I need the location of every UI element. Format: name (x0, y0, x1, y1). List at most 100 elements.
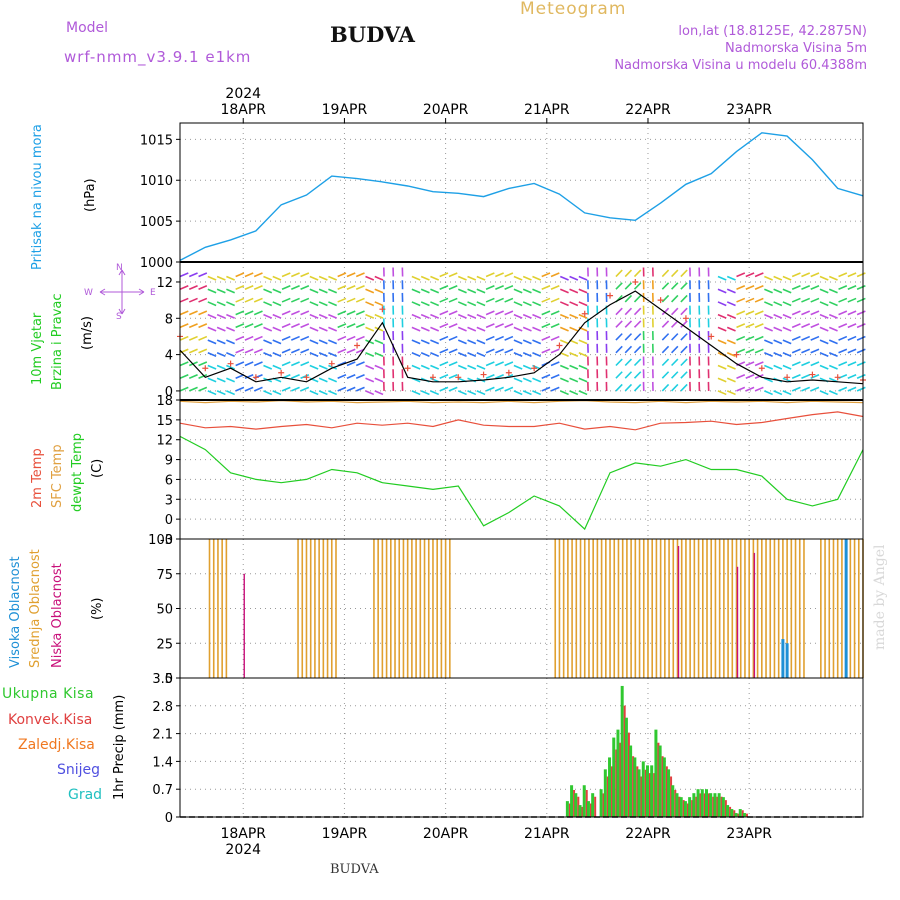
wind-arrow (328, 288, 338, 294)
wind-arrow (578, 339, 588, 345)
precip-conv-bar (644, 769, 647, 817)
compass-icon (99, 269, 145, 315)
wind-arrow (633, 333, 642, 341)
y-tick-label: 15 (156, 414, 173, 429)
wind-arrow (476, 288, 486, 294)
wind-arrow (188, 310, 198, 316)
wind-arrow (541, 297, 551, 303)
wind-arrow (448, 297, 458, 303)
wind-arrow (764, 377, 773, 383)
precip-conv-bar (733, 810, 736, 817)
wind-arrow (411, 326, 421, 332)
wind-gust-marker (328, 360, 335, 367)
precip-conv-bar (737, 813, 740, 817)
wind-arrow (671, 320, 679, 328)
wind-arrow (791, 272, 801, 278)
precip-conv-bar (682, 800, 685, 817)
wind-arrow (216, 275, 226, 281)
wind-arrow (253, 284, 263, 290)
wind-arrow (819, 352, 829, 358)
wind-arrow (300, 310, 310, 316)
precip-total-bar (692, 793, 696, 817)
wind-arrow (430, 339, 440, 345)
wind-arrow (578, 313, 588, 319)
precip-conv-bar (573, 789, 576, 817)
wind-arrow (578, 275, 588, 281)
wind-arrow (680, 294, 688, 303)
wind-arrow (439, 272, 449, 278)
wind-arrow (290, 373, 300, 379)
wind-arrow (847, 373, 857, 379)
wind-arrow (828, 301, 838, 307)
wind-arrow (300, 373, 310, 379)
wind-arrow (522, 301, 532, 307)
wind-arrow (495, 373, 504, 379)
wind-arrow (569, 364, 579, 370)
wind-arrow (764, 326, 773, 332)
wind-arrow (216, 339, 226, 345)
precip-conv-bar (581, 806, 584, 817)
wind-arrow (847, 386, 857, 392)
precip-total-bar (616, 729, 620, 817)
wind-arrow (495, 335, 504, 341)
wind-arrow (754, 310, 764, 316)
wind-arrow (300, 348, 310, 354)
wind-arrow (318, 339, 328, 345)
wind-gust-marker (303, 374, 310, 381)
wind-arrow (828, 390, 838, 396)
wind-arrow (578, 364, 588, 370)
wind-arrow (745, 373, 755, 379)
wind-arrow (365, 301, 375, 307)
wind-arrow (346, 386, 356, 392)
wind-arrow (754, 323, 764, 329)
wind-arrow (495, 284, 504, 290)
wind-arrow (244, 310, 254, 316)
wind-arrow (671, 383, 679, 392)
precip-snow-label: Snijeg (57, 762, 101, 778)
wind-arrow (838, 348, 848, 354)
x-tick-label-top: 19APR (322, 102, 368, 118)
wind-arrow (522, 313, 532, 319)
wind-arrow (448, 310, 458, 316)
wind-arrow (198, 386, 208, 392)
wind-arrow (216, 390, 226, 396)
wind-arrow (290, 310, 300, 316)
wind-arrow (550, 335, 560, 341)
wind-arrow (290, 272, 300, 278)
wind-arrow (754, 361, 764, 367)
wind-arrow (838, 297, 848, 303)
wind-arrow (773, 326, 783, 332)
wind-arrow (856, 297, 866, 303)
wind-arrow (522, 364, 532, 370)
wind-gust-marker (505, 369, 512, 376)
wind-arrow (457, 339, 467, 345)
wind-arrow (244, 386, 254, 392)
wind-arrow (782, 364, 792, 370)
year-label-bottom: 2024 (225, 842, 261, 858)
precip-conv-bar (670, 776, 673, 817)
wind-arrow (550, 297, 560, 303)
wind-arrow (374, 313, 384, 319)
wind-arrow (495, 272, 504, 278)
wind-arrow (198, 310, 208, 316)
wind-arrow (828, 275, 838, 281)
wind-gust-marker (733, 351, 740, 358)
y-tick-label: 100 (148, 533, 173, 548)
precip-conv-bar (636, 766, 639, 817)
wind-arrow (615, 371, 623, 379)
wind-arrow (782, 313, 792, 319)
wind-arrow (532, 326, 542, 332)
wind-arrow (559, 364, 569, 370)
wind-arrow (801, 361, 811, 367)
y-tick-label: 2.8 (152, 700, 173, 715)
wind-arrow (216, 377, 226, 383)
wind-arrow (782, 301, 792, 307)
wind-arrow (318, 364, 328, 370)
panel-5-bg (180, 678, 863, 817)
wind-arrow (847, 335, 857, 341)
wind-arrow (736, 284, 746, 290)
wind-arrow (355, 284, 365, 290)
wind-arrow (717, 364, 727, 370)
wind-arrow (374, 301, 384, 307)
